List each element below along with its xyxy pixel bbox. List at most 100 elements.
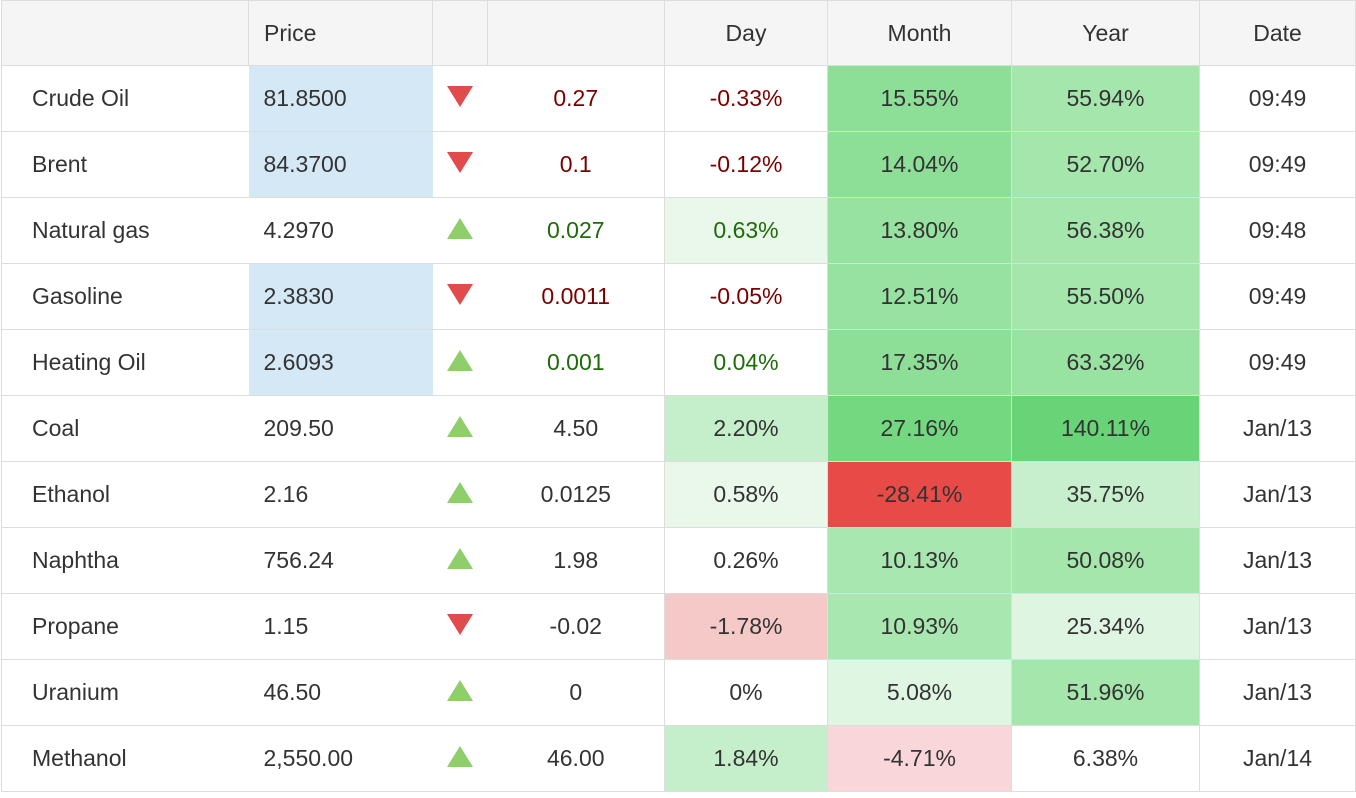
month-change-cell: 15.55% (827, 65, 1012, 132)
change-cell: 0.0011 (487, 263, 665, 330)
commodity-name-link[interactable]: Propane (1, 593, 249, 660)
commodity-name-link[interactable]: Gasoline (1, 263, 249, 330)
day-change-cell: 1.84% (664, 725, 828, 792)
change-cell: 0.0125 (487, 461, 665, 528)
triangle-down-icon (447, 86, 473, 108)
price-cell: 1.15 (248, 593, 433, 660)
month-change-cell: 14.04% (827, 131, 1012, 198)
year-change-cell: 55.50% (1011, 263, 1200, 330)
year-change-cell: 55.94% (1011, 65, 1200, 132)
header-year[interactable]: Year (1011, 0, 1200, 66)
table-row[interactable]: Ethanol 2.16 0.0125 0.58% -28.41% 35.75% Jan/1… (1, 461, 1356, 528)
change-cell: 0.001 (487, 329, 665, 396)
triangle-down-icon (447, 152, 473, 174)
date-cell: 09:49 (1199, 329, 1356, 396)
year-change-cell: 140.11% (1011, 395, 1200, 462)
date-cell: Jan/14 (1199, 725, 1356, 792)
day-change-cell: -1.78% (664, 593, 828, 660)
date-cell: 09:49 (1199, 263, 1356, 330)
table-row[interactable]: Naphtha 756.24 1.98 0.26% 10.13% 50.08% Jan/13 (1, 527, 1356, 594)
year-change-cell: 25.34% (1011, 593, 1200, 660)
change-cell: -0.02 (487, 593, 665, 660)
change-cell: 46.00 (487, 725, 665, 792)
change-cell: 0.1 (487, 131, 665, 198)
month-change-cell: -4.71% (827, 725, 1012, 792)
table-row[interactable]: Methanol 2,550.00 46.00 1.84% -4.71% 6.38% Jan… (1, 725, 1356, 792)
table-row[interactable]: Heating Oil 2.6093 0.001 0.04% 17.35% 63.32% 0… (1, 329, 1356, 396)
price-cell: 756.24 (248, 527, 433, 594)
year-change-cell: 56.38% (1011, 197, 1200, 264)
header-row: Price Day Month Year Date (1, 0, 1356, 66)
day-change-cell: -0.12% (664, 131, 828, 198)
header-price[interactable]: Price (248, 0, 433, 66)
day-change-cell: 0.26% (664, 527, 828, 594)
year-change-cell: 63.32% (1011, 329, 1200, 396)
date-cell: 09:48 (1199, 197, 1356, 264)
change-cell: 1.98 (487, 527, 665, 594)
month-change-cell: 10.13% (827, 527, 1012, 594)
year-change-cell: 50.08% (1011, 527, 1200, 594)
price-cell: 4.2970 (248, 197, 433, 264)
table-row[interactable]: Propane 1.15 -0.02 -1.78% 10.93% 25.34% Jan/13 (1, 593, 1356, 660)
price-cell: 2.6093 (248, 329, 433, 396)
day-change-cell: 0.63% (664, 197, 828, 264)
header-date[interactable]: Date (1199, 0, 1356, 66)
commodity-name-link[interactable]: Coal (1, 395, 249, 462)
day-change-cell: 0% (664, 659, 828, 726)
table-row[interactable]: Brent 84.3700 0.1 -0.12% 14.04% 52.70% 09:49 (1, 131, 1356, 198)
date-cell: 09:49 (1199, 65, 1356, 132)
table-row[interactable]: Natural gas 4.2970 0.027 0.63% 13.80% 56.38% 0… (1, 197, 1356, 264)
change-cell: 4.50 (487, 395, 665, 462)
header-name[interactable] (1, 0, 249, 66)
month-change-cell: -28.41% (827, 461, 1012, 528)
price-cell: 46.50 (248, 659, 433, 726)
table-body: Crude Oil 81.8500 0.27 -0.33% 15.55% 55.94% 09… (1, 65, 1356, 792)
price-cell: 2.16 (248, 461, 433, 528)
header-change[interactable] (487, 0, 665, 66)
commodity-name-link[interactable]: Naphtha (1, 527, 249, 594)
month-change-cell: 12.51% (827, 263, 1012, 330)
header-day[interactable]: Day (664, 0, 828, 66)
change-cell: 0 (487, 659, 665, 726)
price-cell: 2,550.00 (248, 725, 433, 792)
direction-cell (432, 197, 488, 264)
year-change-cell: 51.96% (1011, 659, 1200, 726)
change-cell: 0.027 (487, 197, 665, 264)
price-cell: 84.3700 (248, 131, 433, 198)
day-change-cell: 0.58% (664, 461, 828, 528)
direction-cell (432, 461, 488, 528)
commodity-name-link[interactable]: Natural gas (1, 197, 249, 264)
direction-cell (432, 659, 488, 726)
commodity-name-link[interactable]: Ethanol (1, 461, 249, 528)
change-cell: 0.27 (487, 65, 665, 132)
table-row[interactable]: Coal 209.50 4.50 2.20% 27.16% 140.11% Jan/13 (1, 395, 1356, 462)
commodity-name-link[interactable]: Brent (1, 131, 249, 198)
triangle-up-icon (447, 482, 473, 504)
date-cell: 09:49 (1199, 131, 1356, 198)
day-change-cell: -0.05% (664, 263, 828, 330)
commodity-name-link[interactable]: Methanol (1, 725, 249, 792)
header-arrow (432, 0, 488, 66)
month-change-cell: 13.80% (827, 197, 1012, 264)
commodity-name-link[interactable]: Heating Oil (1, 329, 249, 396)
table-row[interactable]: Gasoline 2.3830 0.0011 -0.05% 12.51% 55.50% 09… (1, 263, 1356, 330)
triangle-down-icon (447, 284, 473, 306)
date-cell: Jan/13 (1199, 527, 1356, 594)
commodity-name-link[interactable]: Crude Oil (1, 65, 249, 132)
header-month[interactable]: Month (827, 0, 1012, 66)
direction-cell (432, 329, 488, 396)
table-row[interactable]: Uranium 46.50 0 0% 5.08% 51.96% Jan/13 (1, 659, 1356, 726)
table-row[interactable]: Crude Oil 81.8500 0.27 -0.33% 15.55% 55.94% 09… (1, 65, 1356, 132)
month-change-cell: 5.08% (827, 659, 1012, 726)
year-change-cell: 6.38% (1011, 725, 1200, 792)
month-change-cell: 17.35% (827, 329, 1012, 396)
commodity-name-link[interactable]: Uranium (1, 659, 249, 726)
triangle-up-icon (447, 218, 473, 240)
price-cell: 209.50 (248, 395, 433, 462)
month-change-cell: 10.93% (827, 593, 1012, 660)
direction-cell (432, 131, 488, 198)
date-cell: Jan/13 (1199, 461, 1356, 528)
year-change-cell: 52.70% (1011, 131, 1200, 198)
year-change-cell: 35.75% (1011, 461, 1200, 528)
